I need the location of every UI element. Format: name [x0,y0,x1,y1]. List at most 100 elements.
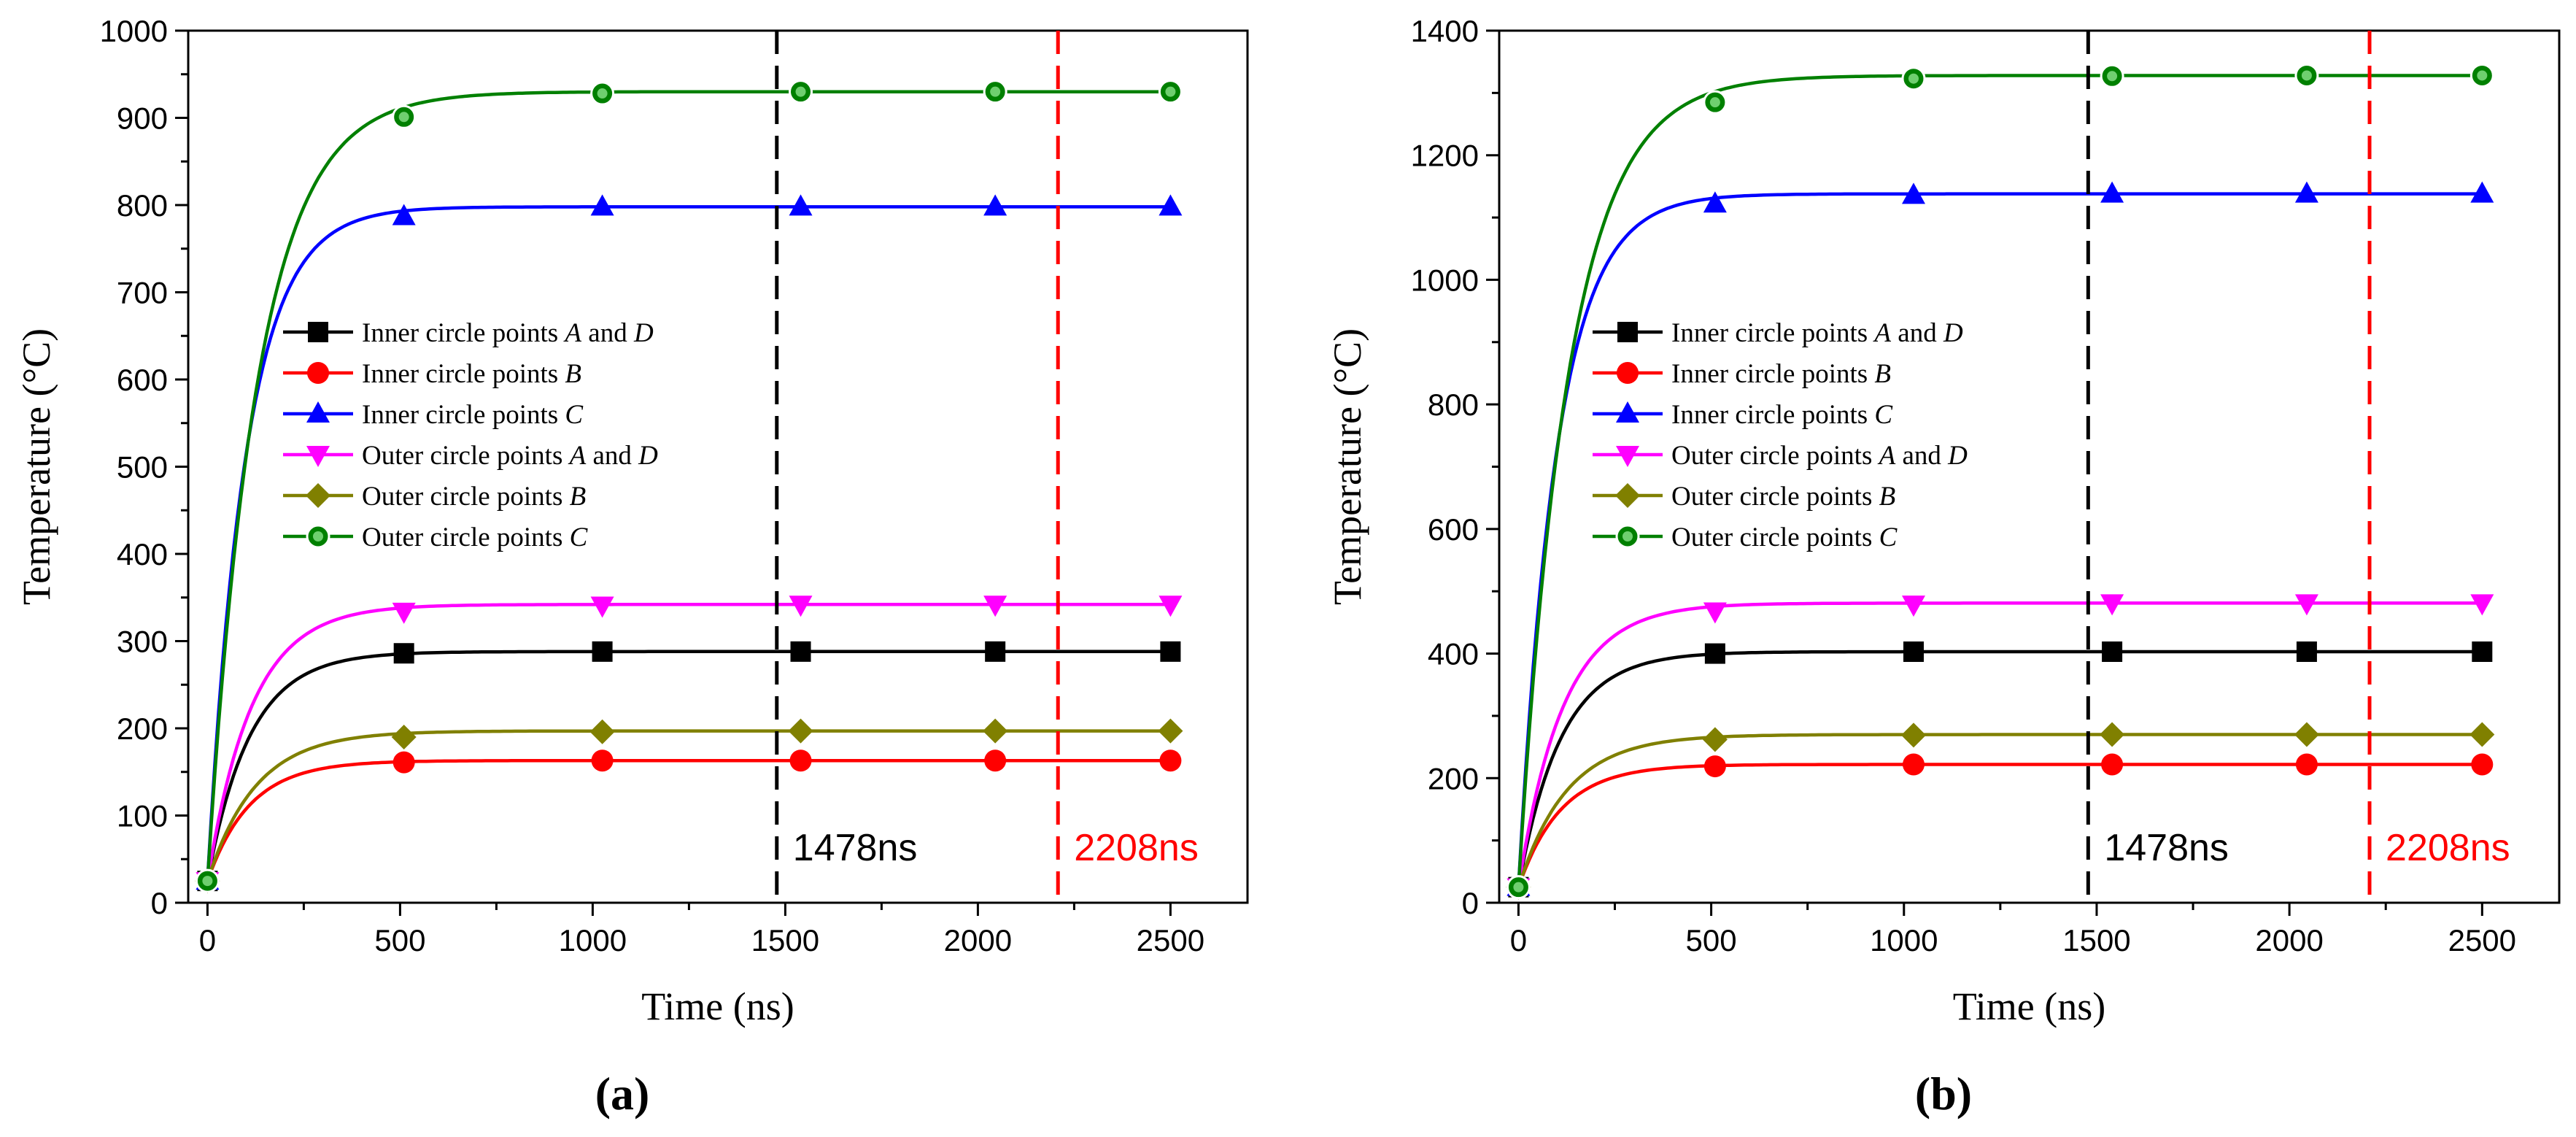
y-tick-label: 900 [117,101,168,136]
reference-label-2: 2208ns [1074,827,1199,869]
legend-text-part: D [638,441,658,471]
legend-text-part: C [1874,400,1893,430]
legend-text-part: C [570,523,589,552]
legend-text-part: Inner circle points [362,400,565,430]
data-point-s5-5 [983,718,1008,744]
y-axis-title: Temperature (°C) [1326,328,1369,605]
legend-entry-1: Inner circle points A and D [1671,318,1963,348]
x-tick-label: 1500 [751,923,819,957]
series-line-3 [1517,192,2483,887]
x-tick-label: 1000 [559,923,627,957]
y-tick-label: 600 [117,363,168,397]
legend-swatch-marker-2 [307,362,329,384]
data-point-s3-6 [2470,181,2494,203]
data-point-s6-6-highlight [2477,70,2488,81]
legend-swatch-marker-5 [1615,483,1640,508]
data-point-s4-5 [2294,594,2318,616]
y-tick-label: 600 [1428,512,1479,547]
legend-text-part: and [581,318,634,348]
data-point-s3-3 [590,194,614,216]
y-tick-label: 200 [1428,761,1479,795]
panel-label: (b) [1915,1068,1972,1119]
legend-text-part: D [633,318,654,348]
x-tick-label: 2500 [2448,923,2516,957]
series-line-1 [206,650,1171,882]
legend-text-part: Outer circle points [1671,441,1879,471]
legend-swatch-marker-6-highlight [1622,531,1633,541]
legend-text-part: A [568,441,587,471]
data-point-s3-6 [1159,194,1183,216]
data-point-s2-6 [2471,753,2494,776]
x-tick-label: 1500 [2062,923,2130,957]
data-point-s2-3 [1902,753,1925,776]
series-line-5 [206,729,1171,882]
y-tick-label: 800 [117,188,168,223]
data-point-s4-3 [590,596,614,618]
data-point-s5-3 [589,719,615,744]
legend-swatch-marker-5 [306,483,330,508]
legend-text-part: Inner circle points [1671,318,1874,348]
data-point-s5-6 [1158,718,1183,744]
x-axis-title: Time (ns) [1953,984,2106,1028]
panel-label: (a) [595,1068,650,1119]
legend-text-part: C [1879,523,1898,552]
data-point-s1-3 [1903,641,1924,663]
data-point-s3-2 [392,204,416,226]
legend-text-part: Outer circle points [1671,523,1879,552]
data-point-s2-5 [984,749,1007,772]
y-tick-label: 100 [117,799,168,833]
legend-entry-2: Inner circle points B [362,359,581,389]
y-tick-label: 400 [1428,637,1479,671]
x-tick-label: 0 [199,923,216,957]
data-point-s1-4 [790,641,811,662]
legend-text-part: Outer circle points [1671,482,1879,512]
legend-text-part: Inner circle points [362,359,565,389]
legend-text-part: Outer circle points [362,441,570,471]
data-point-s1-6 [1160,641,1181,662]
legend-text-part: C [565,400,584,430]
data-point-s4-6 [1159,596,1183,617]
data-point-s6-1-highlight [202,876,213,887]
data-point-s2-5 [2295,753,2318,776]
data-point-s4-4 [789,596,813,617]
data-point-s6-6-highlight [1165,86,1176,97]
series-line-4 [1517,601,2483,888]
x-tick-label: 1000 [1870,923,1938,957]
legend-swatch-marker-4 [306,446,330,467]
data-point-s6-2-highlight [398,112,409,123]
x-tick-label: 500 [1686,923,1737,957]
series-line-6 [1517,74,2483,887]
data-point-s5-3 [1900,722,1926,748]
y-tick-label: 200 [117,712,168,746]
series-line-3 [206,205,1171,882]
x-tick-label: 0 [1510,923,1527,957]
legend-text-part: Inner circle points [1671,400,1874,430]
y-axis-title: Temperature (°C) [15,328,58,605]
y-tick-label: 1000 [100,14,168,48]
y-tick-label: 800 [1428,388,1479,422]
legend-text-part: B [565,359,581,389]
legend-entry-5: Outer circle points B [1671,482,1895,512]
legend-entry-4: Outer circle points A and D [1671,441,1968,471]
data-point-s6-5-highlight [990,86,1001,97]
data-point-s3-5 [2294,181,2318,203]
plot-frame [187,29,1249,904]
data-point-s3-4 [2100,181,2124,203]
legend-text-part: A [562,318,581,348]
data-point-s3-3 [1901,182,1925,204]
data-point-s4-5 [983,596,1007,617]
legend-entry-3: Inner circle points C [362,400,584,430]
legend-entry-2: Inner circle points B [1671,359,1891,389]
data-point-s6-2-highlight [1709,97,1720,108]
data-point-s1-6 [2472,641,2493,663]
legend-text-part: and [1891,318,1943,348]
data-point-s1-5 [985,641,1006,662]
data-point-s2-4 [789,749,812,772]
data-point-s1-4 [2102,641,2123,663]
data-point-s5-2 [391,724,417,749]
y-tick-label: 700 [117,276,168,310]
legend-text-part: D [1947,441,1968,471]
data-point-s4-6 [2470,594,2494,616]
data-point-s6-3-highlight [1908,73,1919,84]
data-point-s6-4-highlight [2107,71,2118,82]
